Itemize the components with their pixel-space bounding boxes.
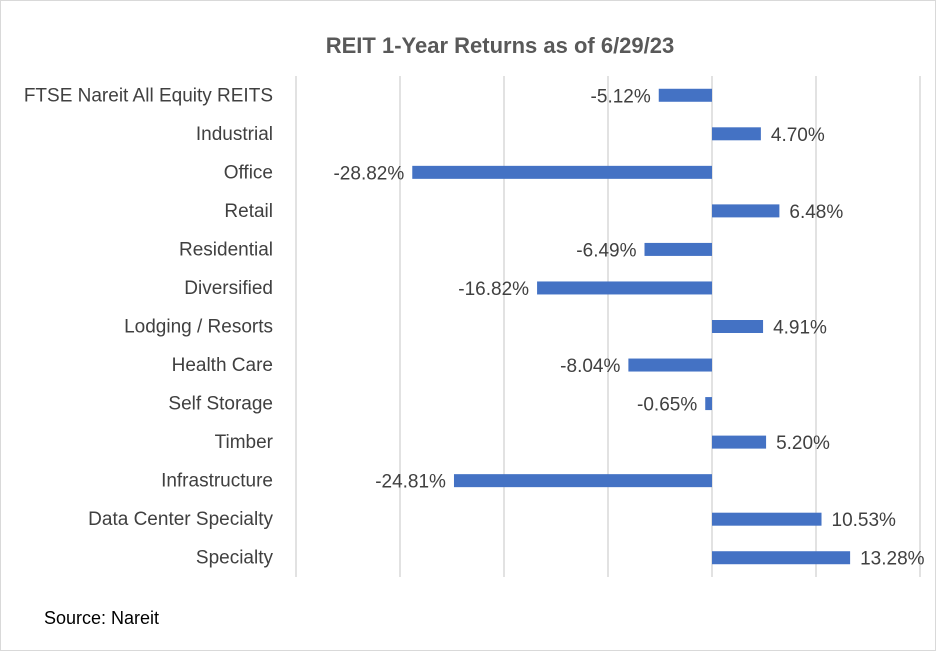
data-labels: -5.12% 4.70% -28.82% 6.48% -6.49% -16.82% 4.91…	[333, 86, 924, 569]
category-label: Health Care	[172, 355, 273, 376]
data-label: -16.82%	[458, 279, 529, 300]
bar	[705, 397, 712, 411]
bar	[537, 281, 712, 295]
source-note: Source: Nareit	[44, 608, 160, 628]
category-label: Infrastructure	[161, 471, 273, 492]
data-label: 6.48%	[789, 202, 843, 223]
category-label: Lodging / Resorts	[124, 317, 273, 338]
chart-title: REIT 1-Year Returns as of 6/29/23	[326, 33, 675, 58]
data-label: -5.12%	[591, 86, 651, 107]
category-label: Timber	[215, 432, 274, 453]
data-label: -6.49%	[576, 240, 636, 261]
category-label: FTSE Nareit All Equity REITS	[24, 85, 273, 106]
bar	[644, 242, 712, 256]
bar	[712, 551, 851, 565]
category-label: Residential	[179, 239, 273, 260]
bar	[712, 512, 822, 526]
category-labels: FTSE Nareit All Equity REITS Industrial Of…	[24, 85, 274, 568]
bar	[712, 320, 764, 333]
data-label: 4.70%	[771, 125, 825, 146]
bar	[712, 435, 767, 449]
category-label: Specialty	[196, 548, 274, 569]
data-label: -24.81%	[375, 472, 446, 493]
category-label: Data Center Specialty	[88, 509, 273, 530]
data-label: -8.04%	[560, 356, 620, 377]
bar	[453, 474, 712, 488]
bar	[712, 127, 761, 141]
category-label: Self Storage	[168, 394, 273, 415]
data-label: -28.82%	[333, 163, 404, 184]
bar	[712, 204, 780, 218]
data-label: 13.28%	[860, 549, 925, 570]
data-label: 5.20%	[776, 433, 830, 454]
bar	[628, 358, 712, 372]
data-label: -0.65%	[637, 395, 697, 416]
category-label: Diversified	[184, 278, 273, 299]
category-label: Retail	[224, 201, 273, 222]
data-label: 4.91%	[773, 318, 827, 339]
bars	[412, 88, 851, 565]
category-label: Office	[224, 162, 273, 183]
bar	[412, 165, 712, 179]
bar	[658, 88, 712, 102]
category-label: Industrial	[196, 124, 273, 145]
data-label: 10.53%	[832, 510, 897, 531]
